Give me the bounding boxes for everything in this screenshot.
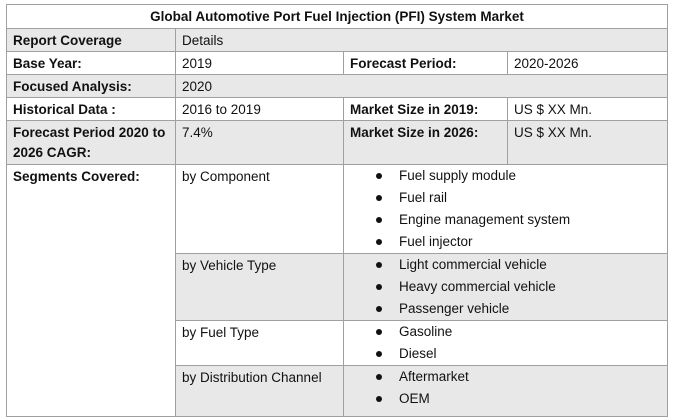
row-value: Details [175, 28, 668, 52]
row-label: Report Coverage [13, 33, 122, 48]
segments-label: Segments Covered: [13, 169, 140, 184]
segment-name: by Vehicle Type [175, 253, 344, 321]
row-value: 2019 [175, 51, 344, 75]
list-item: Engine management system [350, 209, 661, 231]
list-item: Fuel supply module [350, 166, 661, 188]
list-item: Light commercial vehicle [350, 255, 661, 277]
segment-row: by Vehicle Type Light commercial vehicle… [7, 253, 668, 321]
segment-list: Fuel supply module Fuel rail Engine mana… [350, 166, 661, 253]
segment-row: by Fuel Type Gasoline Diesel [7, 320, 668, 366]
segment-list: Gasoline Diesel [350, 322, 661, 365]
list-item: Fuel injector [350, 231, 661, 253]
table-row: Base Year: 2019 Forecast Period: 2020-20… [6, 51, 668, 75]
list-item: OEM [350, 388, 661, 410]
segment-name: by Component [175, 164, 344, 254]
row-label: Market Size in 2019: [350, 102, 479, 117]
row-value: 2020 [175, 74, 668, 98]
segment-row: by Distribution Channel Aftermarket OEM [7, 365, 668, 417]
table-title: Global Automotive Port Fuel Injection (P… [6, 4, 668, 29]
segment-name: by Distribution Channel [175, 365, 344, 417]
table-row: Report Coverage Details [6, 28, 668, 52]
table-row: Focused Analysis: 2020 [6, 74, 668, 98]
table-row: Historical Data : 2016 to 2019 Market Si… [6, 97, 668, 121]
row-label: Forecast Period: [350, 56, 457, 71]
row-value: 7.4% [175, 120, 344, 165]
row-value: US $ XX Mn. [507, 97, 668, 121]
row-label: Historical Data : [13, 102, 116, 117]
segment-row: Segments Covered: by Component Fuel supp… [6, 164, 668, 417]
list-item: Heavy commercial vehicle [350, 276, 661, 298]
list-item: Gasoline [350, 322, 661, 344]
list-item: Aftermarket [350, 367, 661, 389]
list-item: Diesel [350, 343, 661, 365]
row-label: Base Year: [13, 56, 82, 71]
row-label: Forecast Period 2020 to 2026 CAGR: [13, 125, 166, 160]
market-report-table: Global Automotive Port Fuel Injection (P… [6, 4, 668, 417]
segment-name: by Fuel Type [175, 320, 344, 366]
row-value: 2016 to 2019 [175, 97, 344, 121]
row-label: Focused Analysis: [13, 79, 132, 94]
table-row: Forecast Period 2020 to 2026 CAGR: 7.4% … [6, 120, 668, 165]
row-value: US $ XX Mn. [507, 120, 668, 165]
segment-list: Aftermarket OEM [350, 367, 661, 411]
list-item: Fuel rail [350, 187, 661, 209]
row-value: 2020-2026 [507, 51, 668, 75]
list-item: Passenger vehicle [350, 298, 661, 320]
segment-list: Light commercial vehicle Heavy commercia… [350, 255, 661, 320]
row-label: Market Size in 2026: [350, 125, 479, 140]
